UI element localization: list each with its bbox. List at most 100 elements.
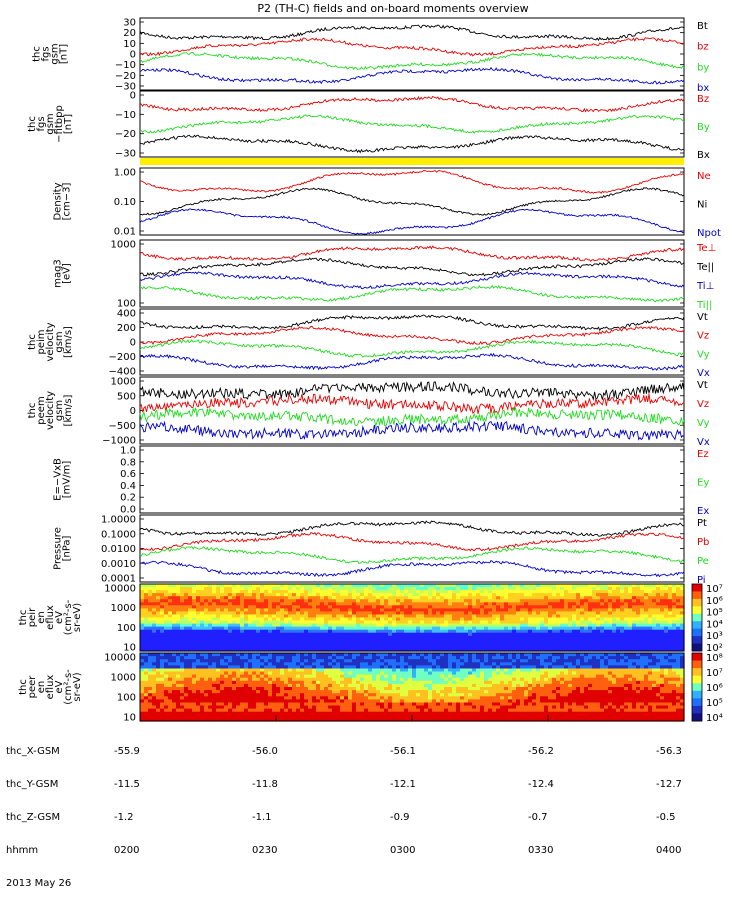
heatmap-cell bbox=[512, 587, 517, 591]
heatmap-cell bbox=[204, 627, 209, 631]
heatmap-cell bbox=[140, 645, 145, 649]
heatmap-cell bbox=[316, 611, 321, 615]
heatmap-cell bbox=[544, 599, 549, 603]
heatmap-cell bbox=[456, 633, 461, 637]
heatmap-cell bbox=[572, 639, 577, 643]
heatmap-cell bbox=[384, 621, 389, 625]
heatmap-cell bbox=[244, 611, 249, 615]
heatmap-cell bbox=[608, 605, 613, 609]
heatmap-cell bbox=[596, 611, 601, 615]
heatmap-cell bbox=[636, 633, 641, 637]
heatmap-cell bbox=[388, 587, 393, 591]
heatmap-cell bbox=[636, 611, 641, 615]
heatmap-cell bbox=[556, 587, 561, 591]
heatmap-cell bbox=[572, 593, 577, 597]
heatmap-cell bbox=[444, 605, 449, 609]
heatmap-cell bbox=[452, 593, 457, 597]
heatmap-cell bbox=[640, 593, 645, 597]
heatmap-cell bbox=[196, 593, 201, 597]
heatmap-cell bbox=[576, 633, 581, 637]
series-Te|| bbox=[140, 258, 684, 276]
heatmap-cell bbox=[476, 645, 481, 649]
heatmap-cell bbox=[592, 645, 597, 649]
legend-entry: Vz bbox=[697, 331, 709, 342]
heatmap-cell bbox=[224, 599, 229, 603]
heatmap-cell bbox=[672, 627, 677, 631]
ylabel-line: [mV/m] bbox=[62, 461, 73, 499]
heatmap-cell bbox=[408, 627, 413, 631]
heatmap-cell bbox=[200, 621, 205, 625]
heatmap-cell bbox=[604, 599, 609, 603]
panel-frame bbox=[140, 446, 684, 513]
heatmap-cell bbox=[212, 633, 217, 637]
heatmap-cell bbox=[596, 627, 601, 631]
heatmap-cell bbox=[632, 627, 637, 631]
legend-entry: Ex bbox=[697, 506, 709, 517]
heatmap-cell bbox=[160, 645, 165, 649]
heatmap-cell bbox=[200, 599, 205, 603]
heatmap-cell bbox=[308, 633, 313, 637]
heatmap-cell bbox=[436, 627, 441, 631]
heatmap-cell bbox=[272, 627, 277, 631]
heatmap-cell bbox=[556, 605, 561, 609]
heatmap-cell bbox=[552, 605, 557, 609]
heatmap-cell bbox=[188, 593, 193, 597]
heatmap-cell bbox=[284, 611, 289, 615]
heatmap-cell bbox=[492, 633, 497, 637]
heatmap-cell bbox=[312, 593, 317, 597]
heatmap-cell bbox=[564, 633, 569, 637]
heatmap-cell bbox=[540, 593, 545, 597]
heatmap-cell bbox=[392, 645, 397, 649]
heatmap-cell bbox=[644, 627, 649, 631]
series-Bx bbox=[140, 135, 684, 152]
heatmap-cell bbox=[212, 593, 217, 597]
heatmap-cell bbox=[172, 645, 177, 649]
colorbar-tick: 10⁵ bbox=[706, 608, 723, 619]
heatmap-cell bbox=[412, 627, 417, 631]
heatmap-cell bbox=[548, 645, 553, 649]
ylabel-group: Pressure[nPa] bbox=[53, 527, 73, 570]
heatmap-cell bbox=[216, 621, 221, 625]
heatmap-cell bbox=[452, 621, 457, 625]
heatmap-cell bbox=[280, 621, 285, 625]
heatmap-cell bbox=[140, 621, 145, 625]
heatmap-cell bbox=[300, 621, 305, 625]
heatmap-cell bbox=[220, 621, 225, 625]
heatmap-cell bbox=[400, 633, 405, 637]
heatmap-cell bbox=[624, 639, 629, 643]
heatmap-cell bbox=[424, 621, 429, 625]
heatmap-cell bbox=[496, 645, 501, 649]
heatmap-cell bbox=[176, 633, 181, 637]
colorbar-segment bbox=[692, 614, 702, 622]
heatmap-cell bbox=[572, 627, 577, 631]
heatmap-cell bbox=[660, 645, 665, 649]
heatmap-cell bbox=[412, 621, 417, 625]
heatmap-cell bbox=[668, 639, 673, 643]
heatmap-cell bbox=[604, 611, 609, 615]
heatmap-cell bbox=[376, 639, 381, 643]
heatmap-cell bbox=[624, 645, 629, 649]
heatmap-cell bbox=[368, 627, 373, 631]
series-Ne bbox=[140, 171, 684, 194]
heatmap-cell bbox=[580, 627, 585, 631]
heatmap-cell bbox=[476, 627, 481, 631]
heatmap-cell bbox=[416, 639, 421, 643]
heatmap-cell bbox=[528, 627, 533, 631]
heatmap-cell bbox=[348, 645, 353, 649]
heatmap-cell bbox=[552, 633, 557, 637]
heatmap-cell bbox=[672, 605, 677, 609]
heatmap-cell bbox=[476, 605, 481, 609]
heatmap-cell bbox=[396, 621, 401, 625]
heatmap-cell bbox=[360, 639, 365, 643]
heatmap-cell bbox=[500, 639, 505, 643]
heatmap-cell bbox=[260, 633, 265, 637]
heatmap-cell bbox=[308, 611, 313, 615]
heatmap-cell bbox=[648, 599, 653, 603]
heatmap-cell bbox=[488, 605, 493, 609]
heatmap-cell bbox=[540, 599, 545, 603]
heatmap-cell bbox=[372, 639, 377, 643]
heatmap-cell bbox=[620, 633, 625, 637]
heatmap-cell bbox=[416, 587, 421, 591]
heatmap-cell bbox=[444, 599, 449, 603]
heatmap-cell bbox=[584, 611, 589, 615]
